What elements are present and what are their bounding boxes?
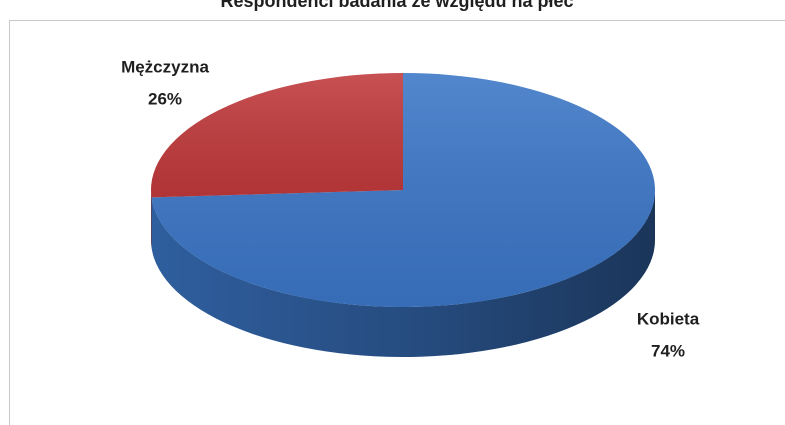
slice-shade: [151, 73, 403, 198]
chart-title: Respondenci badania ze względu na płeć: [220, 0, 573, 11]
slice-label: Mężczyzna: [121, 57, 209, 76]
pie: [151, 73, 656, 358]
value-label: 74%: [651, 341, 685, 360]
value-label: 26%: [148, 89, 182, 108]
slice-label: Kobieta: [637, 309, 700, 328]
slice-shade: [151, 73, 656, 307]
slice-side-shade: [151, 190, 656, 358]
